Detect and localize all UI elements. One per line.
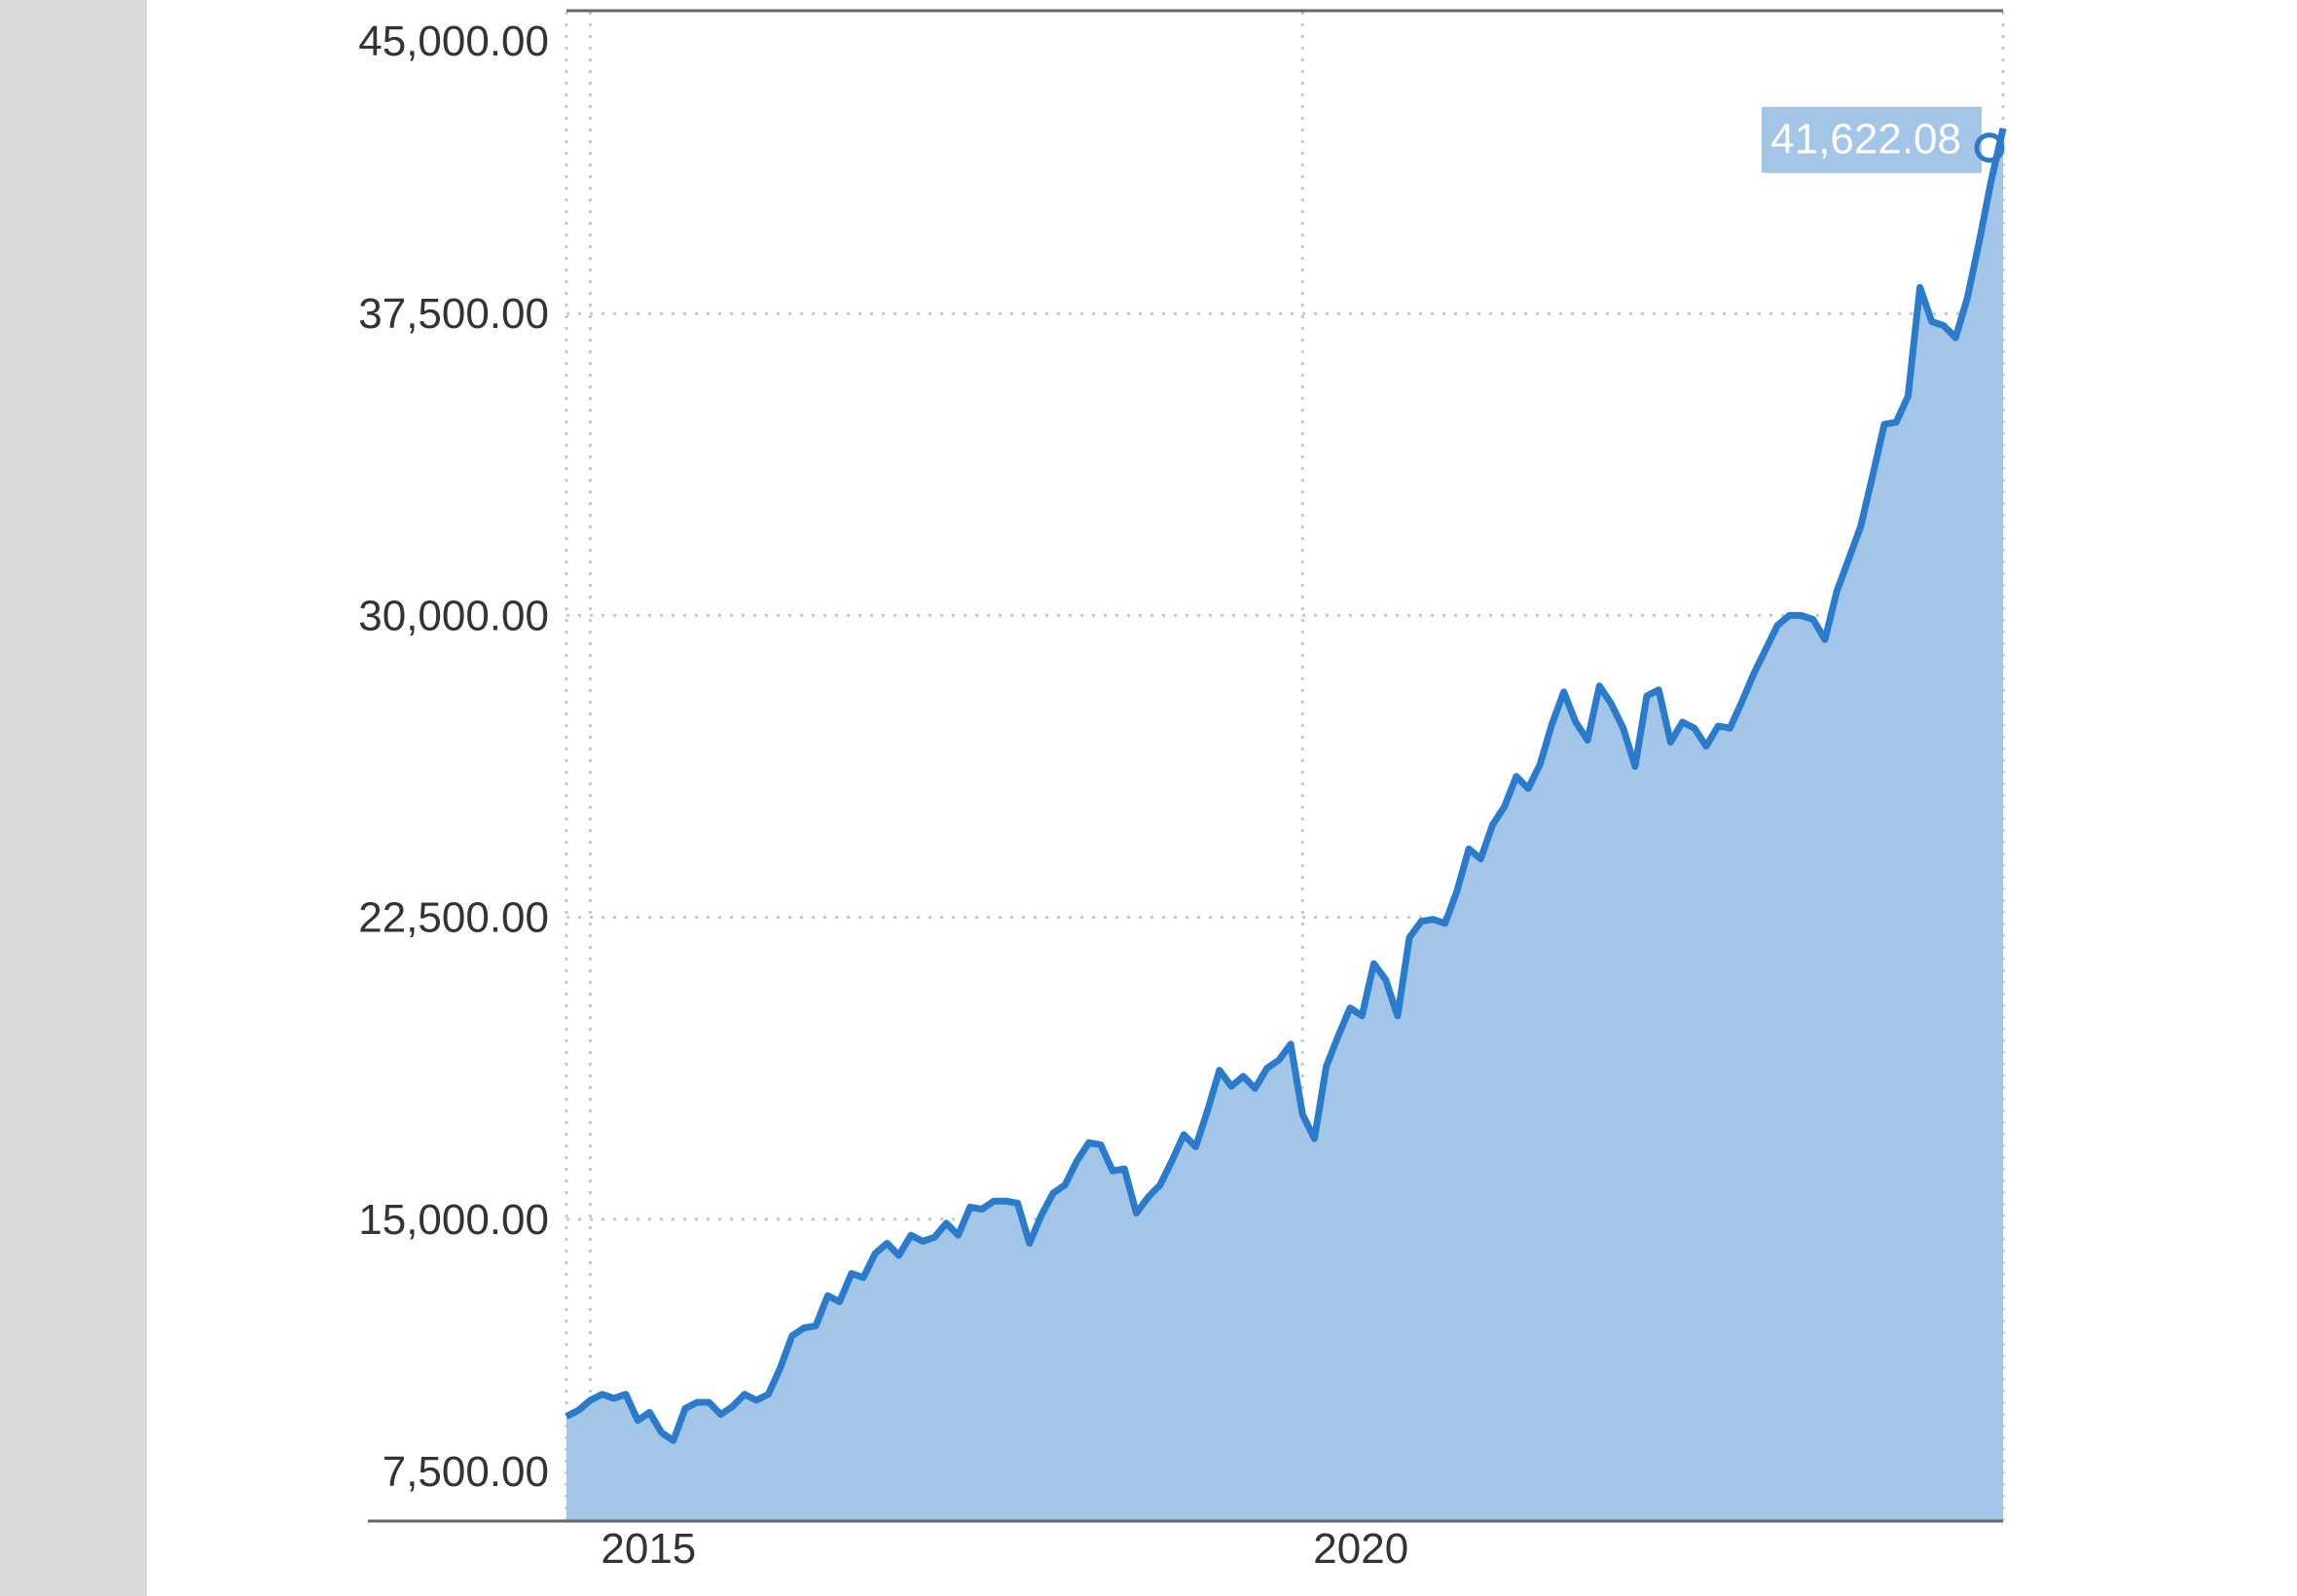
x-tick-label: 2020 bbox=[1313, 1525, 1408, 1573]
y-tick-label: 37,500.00 bbox=[358, 290, 549, 338]
y-tick-label: 30,000.00 bbox=[358, 592, 549, 639]
x-tick-label: 2015 bbox=[601, 1525, 696, 1573]
series-area-fill bbox=[566, 127, 2003, 1521]
left-gray-panel bbox=[0, 0, 147, 1596]
last-value-box bbox=[1762, 106, 1982, 173]
last-value-marker bbox=[1974, 132, 2005, 163]
y-tick-label: 15,000.00 bbox=[358, 1196, 549, 1244]
y-tick-label: 22,500.00 bbox=[358, 894, 549, 942]
last-value-label: 41,622.08 bbox=[1770, 116, 1961, 163]
y-tick-label: 45,000.00 bbox=[358, 18, 549, 65]
last-value-callout: 41,622.08 bbox=[1762, 106, 2005, 173]
series-line bbox=[565, 127, 2007, 1444]
axis-layer bbox=[368, 9, 2003, 1523]
tick-labels: 7,500.00 15,000.00 22,500.00 30,000.00 37,50… bbox=[358, 18, 1408, 1573]
y-tick-label: 7,500.00 bbox=[383, 1448, 549, 1496]
